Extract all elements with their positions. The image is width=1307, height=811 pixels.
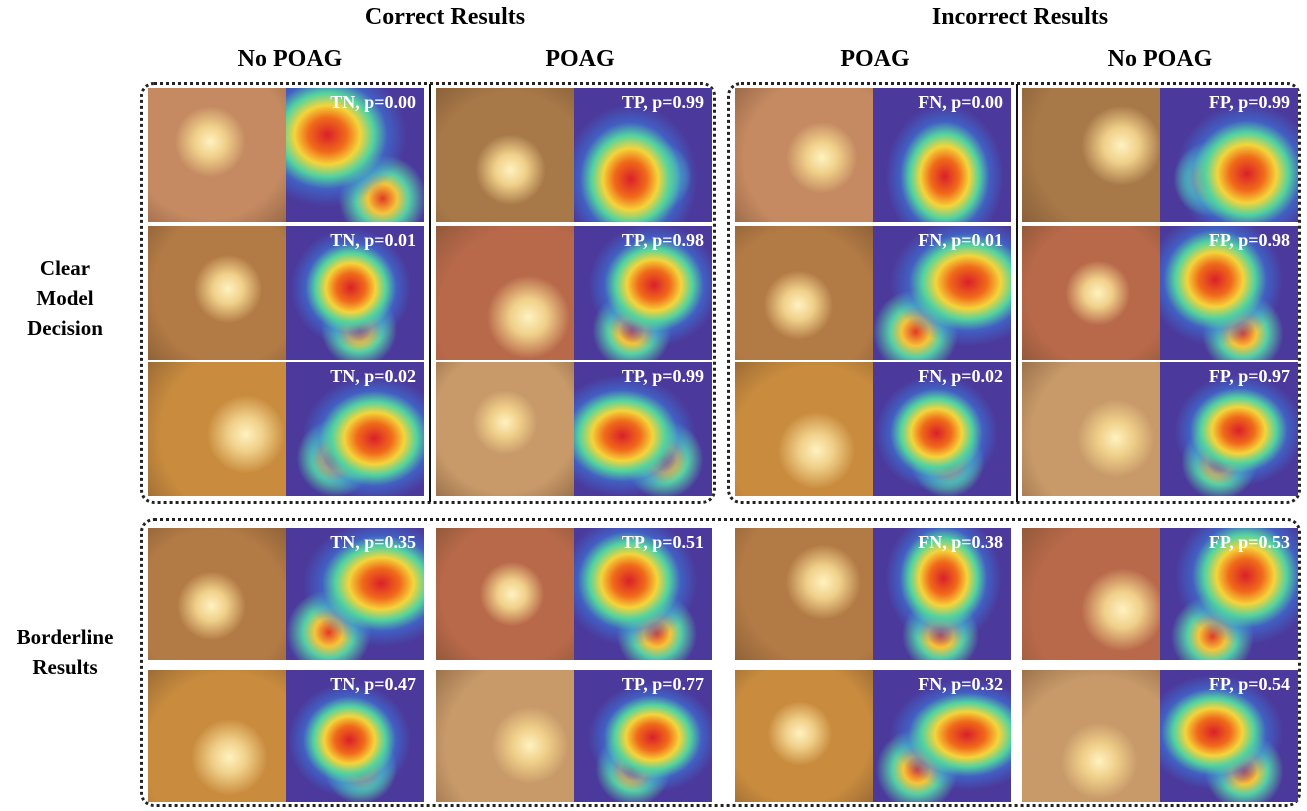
heatmap: FN, p=0.38 bbox=[873, 528, 1011, 660]
fundus-photo bbox=[436, 528, 574, 660]
heatmap: TN, p=0.35 bbox=[286, 528, 424, 660]
fundus-photo bbox=[148, 88, 286, 222]
fundus-photo bbox=[148, 670, 286, 802]
fundus-photo bbox=[1022, 88, 1160, 222]
heatmap: FP, p=0.99 bbox=[1160, 88, 1298, 222]
fundus-photo bbox=[436, 88, 574, 222]
panel-label: TP, p=0.99 bbox=[622, 92, 704, 113]
figure: Correct Results Incorrect Results No POA… bbox=[0, 0, 1307, 811]
fundus-photo bbox=[735, 226, 873, 360]
heatmap: FP, p=0.53 bbox=[1160, 528, 1298, 660]
fundus-photo bbox=[436, 362, 574, 496]
panel-label: TP, p=0.51 bbox=[622, 532, 704, 553]
fundus-photo bbox=[148, 226, 286, 360]
panel-label: FP, p=0.98 bbox=[1209, 230, 1290, 251]
panel-label: TN, p=0.01 bbox=[330, 230, 416, 251]
row-label: Clear Model Decision bbox=[10, 253, 120, 343]
heatmap: TP, p=0.99 bbox=[574, 362, 712, 496]
heatmap: FP, p=0.98 bbox=[1160, 226, 1298, 360]
column-header: POAG bbox=[840, 46, 909, 73]
heatmap: TP, p=0.51 bbox=[574, 528, 712, 660]
panel-label: FN, p=0.00 bbox=[918, 92, 1003, 113]
column-header: No POAG bbox=[1108, 46, 1213, 73]
row-label: Borderline Results bbox=[0, 622, 130, 682]
heatmap: TN, p=0.47 bbox=[286, 670, 424, 802]
fundus-photo bbox=[1022, 670, 1160, 802]
heatmap: TN, p=0.00 bbox=[286, 88, 424, 222]
fundus-photo bbox=[436, 670, 574, 802]
panel-label: FN, p=0.32 bbox=[918, 674, 1003, 695]
heatmap: TN, p=0.02 bbox=[286, 362, 424, 496]
fundus-photo bbox=[1022, 226, 1160, 360]
heatmap: TN, p=0.01 bbox=[286, 226, 424, 360]
panel-label: TN, p=0.02 bbox=[330, 366, 416, 387]
panel-label: TN, p=0.00 bbox=[330, 92, 416, 113]
panel-label: FP, p=0.97 bbox=[1209, 366, 1290, 387]
heatmap: TP, p=0.99 bbox=[574, 88, 712, 222]
panel-label: FP, p=0.53 bbox=[1209, 532, 1290, 553]
group-header: Incorrect Results bbox=[932, 4, 1108, 31]
heatmap: FN, p=0.00 bbox=[873, 88, 1011, 222]
fundus-photo bbox=[735, 88, 873, 222]
panel-label: FN, p=0.38 bbox=[918, 532, 1003, 553]
panel-label: TN, p=0.47 bbox=[330, 674, 416, 695]
fundus-photo bbox=[735, 362, 873, 496]
heatmap: FN, p=0.02 bbox=[873, 362, 1011, 496]
fundus-photo bbox=[1022, 528, 1160, 660]
fundus-photo bbox=[436, 226, 574, 360]
heatmap: FN, p=0.01 bbox=[873, 226, 1011, 360]
column-header: No POAG bbox=[238, 46, 343, 73]
panel-label: TP, p=0.77 bbox=[622, 674, 704, 695]
fundus-photo bbox=[735, 670, 873, 802]
heatmap: FP, p=0.97 bbox=[1160, 362, 1298, 496]
panel-label: FN, p=0.02 bbox=[918, 366, 1003, 387]
divider bbox=[429, 84, 431, 502]
panel-label: TP, p=0.98 bbox=[622, 230, 704, 251]
column-header: POAG bbox=[545, 46, 614, 73]
fundus-photo bbox=[148, 362, 286, 496]
panel-label: TP, p=0.99 bbox=[622, 366, 704, 387]
heatmap: TP, p=0.77 bbox=[574, 670, 712, 802]
fundus-photo bbox=[148, 528, 286, 660]
fundus-photo bbox=[1022, 362, 1160, 496]
panel-label: TN, p=0.35 bbox=[330, 532, 416, 553]
heatmap: FP, p=0.54 bbox=[1160, 670, 1298, 802]
panel-label: FP, p=0.99 bbox=[1209, 92, 1290, 113]
heatmap: TP, p=0.98 bbox=[574, 226, 712, 360]
fundus-photo bbox=[735, 528, 873, 660]
heatmap: FN, p=0.32 bbox=[873, 670, 1011, 802]
group-header: Correct Results bbox=[365, 4, 525, 31]
panel-label: FP, p=0.54 bbox=[1209, 674, 1290, 695]
panel-label: FN, p=0.01 bbox=[918, 230, 1003, 251]
divider bbox=[1016, 84, 1018, 502]
